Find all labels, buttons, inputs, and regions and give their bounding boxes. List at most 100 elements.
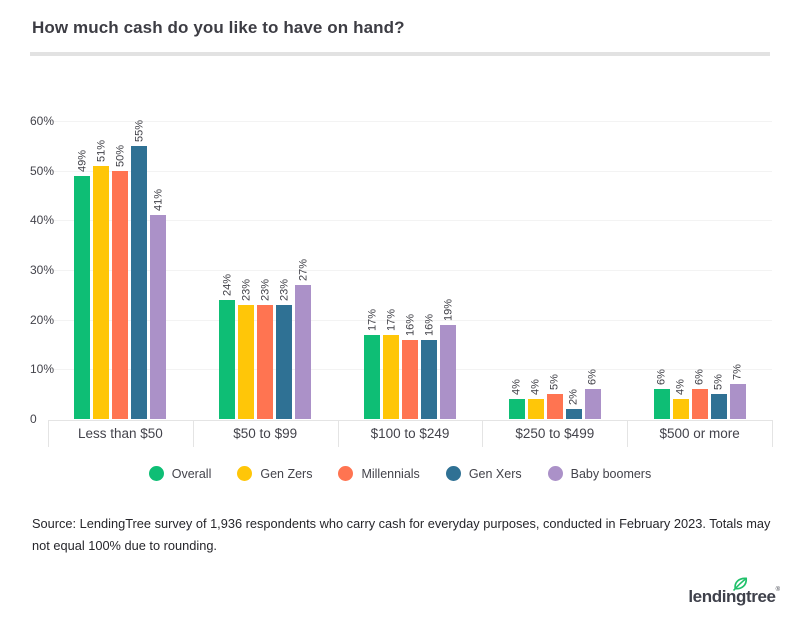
y-tick-label-30: 30% (30, 263, 55, 277)
legend-item-overall: Overall (148, 466, 212, 481)
legend-swatch-icon (148, 466, 164, 481)
bar-millennials (546, 394, 563, 419)
category-separator (48, 420, 49, 447)
logo-trademark: ® (775, 587, 780, 593)
category-label: $250 to $499 (515, 426, 595, 441)
bar-gen-xers (565, 409, 582, 419)
y-tick-label-40: 40% (30, 213, 55, 228)
bar-gen-xers (421, 339, 437, 419)
category-separator (192, 420, 194, 447)
bar-gen-xers (710, 394, 727, 419)
bar-value-label: 19% (442, 298, 454, 321)
legend-item-millennials: Millennials (338, 466, 420, 481)
bar-gen-zers (383, 334, 399, 419)
x-axis-line (48, 420, 773, 421)
bar-value-label: 16% (404, 313, 416, 336)
legend-label: Millennials (361, 466, 420, 481)
bar-value-label: 49% (76, 149, 89, 172)
bar-value-label: 16% (423, 313, 435, 336)
chart-legend: Overall Gen Zers Millennials Gen Xers Baby b… (0, 466, 800, 481)
bar-baby-boomers (584, 389, 601, 419)
category-label: $100 to $249 (370, 426, 450, 441)
bar-value-label: 23% (278, 278, 291, 301)
bar-value-label: 6% (655, 369, 668, 386)
bar-value-label: 7% (731, 364, 744, 381)
legend-swatch-icon (338, 466, 354, 481)
bar-value-label: 50% (114, 144, 127, 167)
bar-value-label: 41% (152, 189, 165, 212)
category-separator (482, 420, 484, 447)
bar-overall (219, 299, 236, 419)
bar-millennials (402, 339, 418, 419)
legend-item-gen-zers: Gen Zers (237, 466, 312, 481)
logo-text: lendingtree (688, 587, 776, 606)
y-tick-label-20: 20% (30, 312, 55, 327)
bar-millennials (691, 389, 708, 419)
category-label: $50 to $99 (233, 426, 298, 441)
legend-swatch-icon (237, 466, 253, 481)
legend-label: Overall (171, 466, 212, 481)
y-tick-label-60: 60% (30, 114, 55, 128)
bar-value-label: 24% (221, 273, 234, 296)
category-separator (337, 420, 339, 447)
legend-swatch-icon (445, 466, 461, 481)
bar-baby-boomers (729, 384, 746, 419)
bar-overall (364, 334, 380, 419)
bar-gen-zers (238, 304, 255, 419)
chart-title: How much cash do you like to have on han… (32, 18, 405, 37)
bar-millennials (257, 304, 274, 419)
legend-item-baby-boomers: Baby boomers (547, 466, 652, 481)
bar-value-label: 5% (712, 374, 725, 391)
category-label: $500 or more (659, 426, 740, 441)
bar-value-label: 6% (586, 369, 599, 386)
bar-value-label: 2% (567, 389, 580, 406)
bar-overall (653, 389, 670, 419)
category-separator (627, 420, 629, 447)
bar-value-label: 17% (366, 308, 378, 331)
bar-value-label: 4% (529, 379, 542, 396)
bar-overall (508, 399, 525, 419)
gridline-30 (48, 270, 772, 271)
title-divider (30, 52, 770, 56)
legend-item-gen-xers: Gen Xers (445, 466, 522, 481)
bar-value-label: 4% (674, 379, 687, 396)
source-line-2: not equal 100% due to rounding. (32, 538, 217, 553)
bar-gen-xers (131, 145, 148, 419)
source-line-1: Source: LendingTree survey of 1,936 resp… (32, 516, 771, 531)
legend-label: Baby boomers (570, 466, 652, 481)
source-note: Source: LendingTree survey of 1,936 resp… (32, 513, 777, 557)
gridline-50 (48, 170, 772, 172)
bar-baby-boomers (295, 284, 312, 419)
lendingtree-logo: lendingtree® (688, 577, 780, 609)
bar-value-label: 23% (240, 278, 253, 301)
bar-value-label: 23% (259, 278, 272, 301)
y-tick-label-50: 50% (30, 163, 55, 178)
legend-swatch-icon (547, 466, 563, 481)
bar-baby-boomers (440, 324, 456, 419)
legend-label: Gen Xers (468, 466, 522, 481)
bar-gen-zers (93, 165, 110, 419)
bar-value-label: 51% (95, 139, 108, 162)
bar-value-label: 17% (385, 308, 397, 331)
gridline-60 (48, 121, 772, 122)
category-label: Less than $50 (77, 426, 163, 441)
y-tick-label-0: 0 (30, 412, 37, 426)
leaf-icon (733, 577, 748, 591)
bar-value-label: 6% (693, 369, 706, 386)
bar-overall (74, 175, 91, 419)
gridline-40 (48, 220, 772, 222)
bar-millennials (112, 170, 129, 419)
bar-gen-xers (276, 304, 293, 419)
bar-baby-boomers (150, 215, 167, 419)
legend-label: Gen Zers (260, 466, 313, 481)
bar-value-label: 4% (510, 379, 523, 396)
bar-gen-zers (527, 399, 544, 419)
bar-gen-zers (672, 399, 689, 419)
bar-value-label: 5% (548, 374, 561, 391)
bar-value-label: 55% (133, 119, 146, 142)
y-tick-label-10: 10% (30, 362, 55, 377)
gridline-20 (48, 319, 772, 321)
category-separator (772, 420, 773, 447)
